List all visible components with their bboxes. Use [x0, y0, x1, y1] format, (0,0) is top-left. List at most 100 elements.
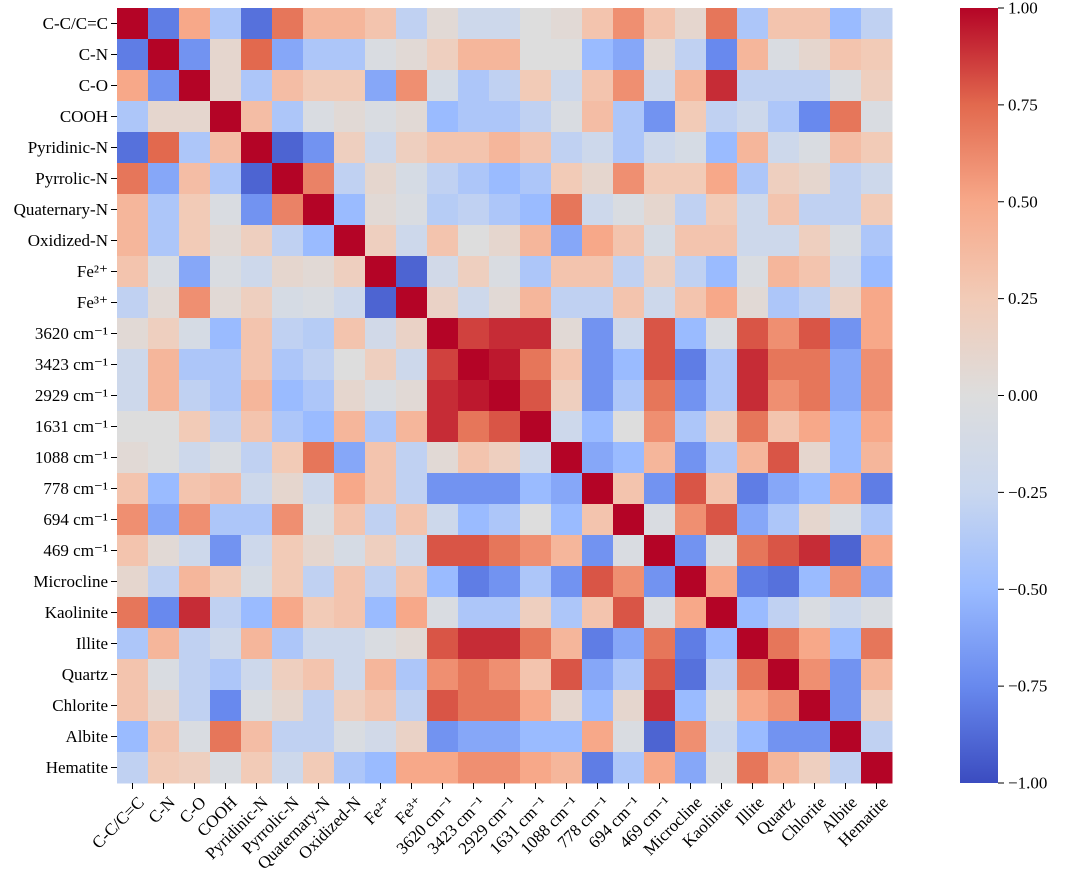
heatmap-cell	[644, 442, 676, 474]
heatmap-cell	[272, 721, 304, 753]
heatmap-cell	[179, 752, 211, 784]
heatmap-cell	[768, 318, 800, 350]
heatmap-cell	[644, 132, 676, 164]
heatmap-cell	[489, 39, 521, 71]
heatmap-cell	[489, 535, 521, 567]
heatmap-cell	[489, 101, 521, 133]
heatmap-cell	[458, 659, 490, 691]
heatmap-cell	[117, 225, 149, 257]
row-label: C-N	[79, 45, 108, 64]
heatmap-cell	[675, 380, 707, 412]
heatmap-cell	[117, 659, 149, 691]
heatmap-cell	[644, 597, 676, 629]
heatmap-cell	[551, 411, 583, 443]
heatmap-cell	[272, 194, 304, 226]
heatmap-cell	[458, 473, 490, 505]
heatmap-cell	[334, 659, 366, 691]
heatmap-cell	[768, 194, 800, 226]
row-label: COOH	[60, 107, 108, 126]
heatmap-cell	[799, 256, 831, 288]
heatmap-cell	[737, 597, 769, 629]
heatmap-cell	[613, 442, 645, 474]
heatmap-cell	[706, 721, 738, 753]
heatmap-cell	[117, 287, 149, 319]
heatmap-cell	[241, 752, 273, 784]
heatmap-cell	[427, 659, 459, 691]
heatmap-cell	[768, 473, 800, 505]
heatmap-cell	[303, 535, 335, 567]
heatmap-cell	[179, 39, 211, 71]
heatmap-cell	[768, 442, 800, 474]
heatmap-cell	[427, 349, 459, 381]
heatmap-cell	[427, 597, 459, 629]
heatmap-cell	[396, 8, 428, 40]
colorbar-tick-label: −1.00	[1008, 774, 1047, 793]
heatmap-cell	[675, 163, 707, 195]
heatmap-cell	[241, 597, 273, 629]
heatmap-cell	[365, 535, 397, 567]
heatmap-cell	[520, 8, 552, 40]
heatmap-cell	[396, 504, 428, 536]
heatmap-cell	[520, 597, 552, 629]
row-label: Quartz	[62, 665, 109, 684]
heatmap-cell	[210, 163, 242, 195]
heatmap-cell	[737, 163, 769, 195]
heatmap-cell	[551, 349, 583, 381]
heatmap-cell	[148, 473, 180, 505]
heatmap-cell	[799, 752, 831, 784]
heatmap-cell	[334, 256, 366, 288]
colorbar-tick-label: −0.25	[1008, 483, 1047, 502]
heatmap-cell	[675, 256, 707, 288]
row-label: Albite	[66, 727, 109, 746]
heatmap-cell	[861, 225, 893, 257]
column-label: C-C/C=C	[88, 793, 148, 853]
column-labels: C-C/C=CC-NC-OCOOHPyridinic-NPyrrolic-NQu…	[88, 783, 892, 873]
row-label: Kaolinite	[45, 603, 108, 622]
heatmap-cell	[365, 8, 397, 40]
column-label: C-N	[145, 793, 179, 827]
heatmap-cell	[861, 721, 893, 753]
heatmap-cell	[396, 380, 428, 412]
heatmap-cell	[210, 659, 242, 691]
heatmap-cell	[830, 535, 862, 567]
heatmap-cell	[334, 535, 366, 567]
heatmap-cell	[365, 287, 397, 319]
heatmap-cell	[179, 101, 211, 133]
heatmap-cell	[303, 132, 335, 164]
heatmap-cell	[830, 628, 862, 660]
heatmap-cell	[458, 349, 490, 381]
heatmap-cell	[768, 287, 800, 319]
heatmap-cell	[427, 70, 459, 102]
heatmap-cell	[179, 442, 211, 474]
heatmap-cell	[179, 411, 211, 443]
heatmap-cell	[334, 225, 366, 257]
heatmap-cell	[334, 163, 366, 195]
heatmap-cell	[272, 70, 304, 102]
heatmap-cell	[551, 256, 583, 288]
heatmap-cell	[148, 194, 180, 226]
heatmap-cell	[117, 442, 149, 474]
heatmap-cell	[830, 690, 862, 722]
heatmap-cell	[427, 535, 459, 567]
heatmap-cell	[613, 628, 645, 660]
heatmap-cell	[768, 349, 800, 381]
heatmap-cell	[830, 256, 862, 288]
row-label: 2929 cm⁻¹	[35, 386, 108, 405]
heatmap-cell	[241, 411, 273, 443]
heatmap-cell	[458, 194, 490, 226]
heatmap-cell	[179, 597, 211, 629]
heatmap-cell	[768, 380, 800, 412]
heatmap-cell	[737, 287, 769, 319]
heatmap-cell	[241, 721, 273, 753]
heatmap-cell	[830, 318, 862, 350]
heatmap-cell	[582, 566, 614, 598]
heatmap-cell	[241, 628, 273, 660]
heatmap-cell	[582, 287, 614, 319]
heatmap-cell	[427, 256, 459, 288]
colorbar-tick-label: 0.75	[1008, 95, 1038, 114]
heatmap-cell	[427, 225, 459, 257]
heatmap-cell	[303, 70, 335, 102]
heatmap-cell	[210, 225, 242, 257]
heatmap-cell	[210, 132, 242, 164]
heatmap-cell	[272, 752, 304, 784]
